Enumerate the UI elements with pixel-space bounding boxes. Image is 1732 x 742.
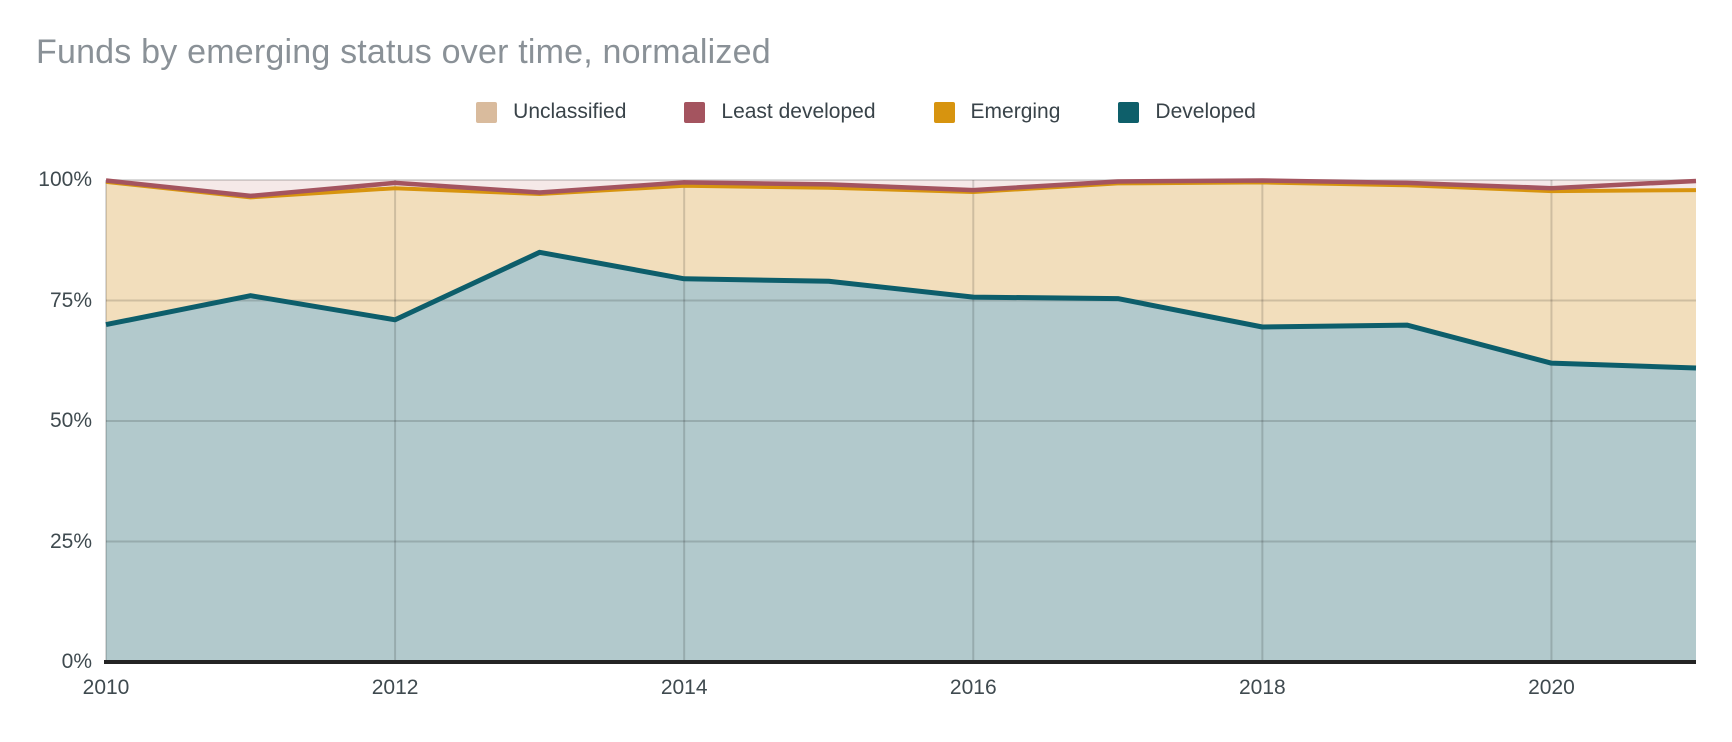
legend: Unclassified Least developed Emerging Devel…: [0, 96, 1732, 128]
x-tick-label-2020: 2020: [1528, 676, 1575, 699]
emerging-line: [105, 179, 1697, 200]
x-tick-label-2010: 2010: [82, 676, 130, 699]
developed-line: [105, 249, 1697, 371]
chart-title: Funds by emerging status over time, norm…: [36, 33, 771, 71]
y-tick-label-100: 100%: [38, 168, 92, 191]
legend-swatch: [684, 101, 706, 123]
legend-label: Least developed: [721, 100, 876, 123]
y-tick-label-25: 25%: [49, 529, 92, 553]
legend-item-emerging: Emerging: [933, 100, 1061, 124]
y-tick-label-0: 0%: [61, 650, 92, 673]
y-tick-label-50: 50%: [49, 409, 92, 432]
x-tick-label-2012: 2012: [371, 676, 419, 699]
unclassified-area: [106, 181, 1696, 368]
x-tick-label-2014: 2014: [660, 676, 708, 699]
developed-area: [106, 252, 1696, 663]
legend-swatch: [933, 101, 955, 123]
legend-item-unclassified: Unclassified: [476, 100, 626, 124]
least-developed-line: [105, 178, 1697, 199]
legend-label: Unclassified: [513, 100, 627, 123]
x-tick-label-2018: 2018: [1239, 676, 1286, 699]
legend-item-developed: Developed: [1118, 100, 1256, 124]
y-tick-label-75: 75%: [49, 288, 92, 312]
legend-swatch: [476, 101, 498, 123]
x-tick-label-2016: 2016: [949, 676, 997, 699]
legend-swatch: [1118, 101, 1140, 123]
legend-item-least-developed: Least developed: [684, 100, 876, 124]
legend-label: Developed: [1155, 100, 1256, 123]
legend-label: Emerging: [970, 100, 1061, 123]
